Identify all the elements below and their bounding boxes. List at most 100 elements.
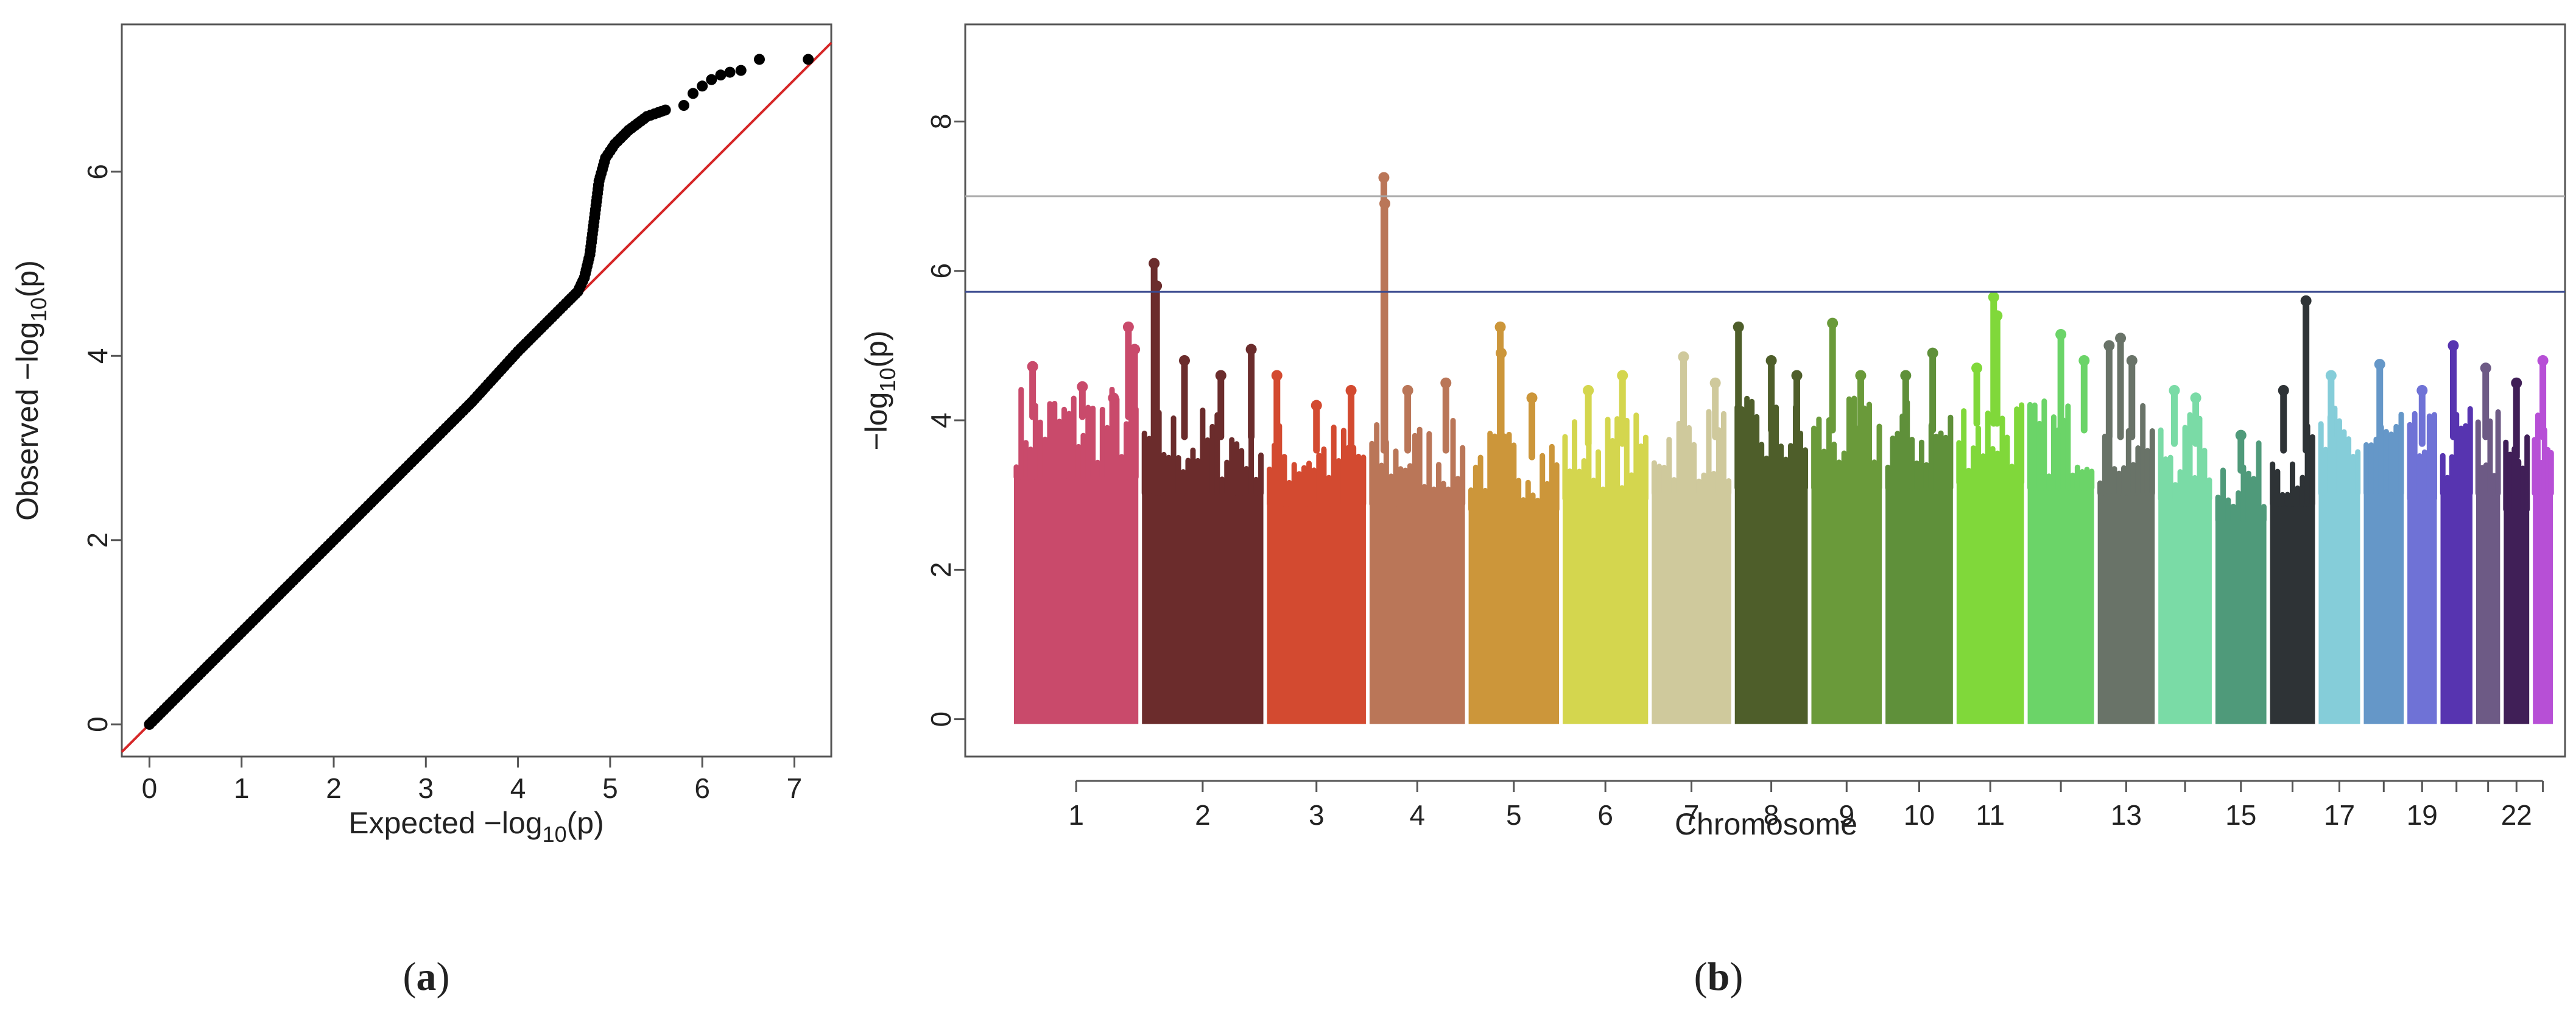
snp-point [2448,340,2459,351]
panel-label-b: (b) [1694,955,1744,999]
manhattan-x-tick-label: 2 [1195,799,1211,831]
manhattan-x-tick-label: 10 [1904,799,1935,831]
qq-x-tick-label: 2 [326,772,342,804]
snp-point [2055,329,2067,341]
qq-point [688,88,699,99]
snp-point [1496,347,1507,359]
manhattan-x-axis: 1 2 3 4 5 6 7 8 9 10 11 13 15 17 19 22 [1068,780,2544,831]
manhattan-plot-panel: 1 2 3 4 5 6 7 8 9 10 11 13 15 17 19 22 0 2 4 6 8 Chromosome… [859,23,2566,999]
manhattan-x-tick-label: 1 [1068,799,1084,831]
snp-point [1122,321,1134,333]
snp-point [1494,321,1506,333]
snp-point [2537,355,2549,366]
snp-point [2235,429,2247,441]
snp-point [1678,351,1689,362]
chromosome-block [2504,509,2530,724]
snp-point [1526,392,1538,404]
qq-y-tick-label: 4 [82,348,113,364]
qq-x-tick-label: 4 [510,772,526,804]
snp-point [1402,385,1413,396]
snp-point [1617,370,1628,381]
chromosome-block [2215,520,2267,724]
qq-y-axis: 0 2 4 6 [82,164,122,732]
significance-lines [965,195,2565,293]
snp-point [2103,340,2115,351]
qq-point [715,69,727,81]
qq-point [724,66,736,78]
qq-point [678,100,689,111]
snp-point [2374,359,2385,370]
snp-point [1440,377,1452,389]
snp-point [1927,347,1938,359]
qq-point [735,65,747,76]
manhattan-x-axis-label: Chromosome [1675,807,1857,841]
qq-x-axis-label: Expected −log10(p) [348,806,604,847]
chromosome-block [2027,487,2094,724]
qq-x-tick-label: 3 [418,772,434,804]
chromosome-block [2476,493,2500,724]
qq-x-tick-label: 5 [602,772,618,804]
panel-label-a: (a) [403,955,450,999]
manhattan-x-tick-label: 9 [1839,799,1855,831]
snp-point [1027,361,1038,372]
qq-x-tick-label: 0 [142,772,158,804]
chromosome-block [1142,493,1264,724]
chromosome-block [1563,498,1649,724]
qq-plot-frame [121,23,832,758]
snp-point [1129,344,1141,355]
chromosome-block [1014,477,1139,724]
snp-point [1077,381,1088,392]
qq-y-tick-label: 6 [82,164,113,180]
chromosome-block [2318,493,2360,724]
snp-point [1855,370,1867,381]
chromosome-block [2097,493,2155,724]
manhattan-plot-frame [964,23,2566,758]
qq-point [803,54,814,65]
snp-point [1379,198,1391,210]
snp-point [1709,377,1721,389]
manhattan-y-tick-label: 0 [925,711,957,727]
manhattan-x-tick-label: 15 [2225,799,2256,831]
manhattan-x-tick-label: 8 [1764,799,1779,831]
chromosome-block [2363,493,2404,724]
snp-point [1733,321,1744,333]
chromosome-block [1267,504,1366,724]
chromosome-block [2533,493,2553,724]
manhattan-y-tick-label: 8 [925,114,957,130]
snp-point [1583,385,1594,396]
qq-x-tick-label: 1 [234,772,250,804]
manhattan-x-tick-label: 19 [2407,799,2438,831]
manhattan-y-tick-label: 4 [925,412,957,428]
qq-point [697,80,708,92]
chromosome-block [2158,498,2212,724]
qq-plot-panel: 0 1 2 3 4 5 6 7 0 2 4 6 Expected −log10(p) Observe… [10,23,832,999]
qq-y-tick-label: 2 [82,532,113,548]
snp-point [2190,392,2201,404]
snp-point [2511,377,2522,389]
chromosome-block [1885,487,1953,724]
snp-point [1149,258,1160,269]
manhattan-y-tick-label: 2 [925,562,957,578]
manhattan-x-tick-label: 17 [2324,799,2355,831]
manhattan-y-axis: 0 2 4 6 8 [925,114,965,727]
snp-point [2078,355,2090,366]
manhattan-x-tick-label: 5 [1506,799,1522,831]
chromosome-block [1811,487,1882,724]
qq-x-tick-label: 7 [787,772,803,804]
qq-points [144,54,814,730]
snp-point [1108,392,1119,404]
snp-point [1900,370,1912,381]
snp-point [1827,317,1839,329]
snp-point [1151,280,1163,292]
snp-point [1271,370,1283,381]
qq-point [753,54,765,65]
snp-point [1215,370,1226,381]
chromosome-block [2440,493,2472,724]
chromosome-block [1734,487,1808,724]
qq-point [706,74,717,85]
chromosome-block [1468,509,1560,724]
manhattan-x-tick-label: 11 [1976,799,2005,831]
snp-point [1178,355,1190,366]
qq-y-tick-label: 0 [82,716,113,732]
